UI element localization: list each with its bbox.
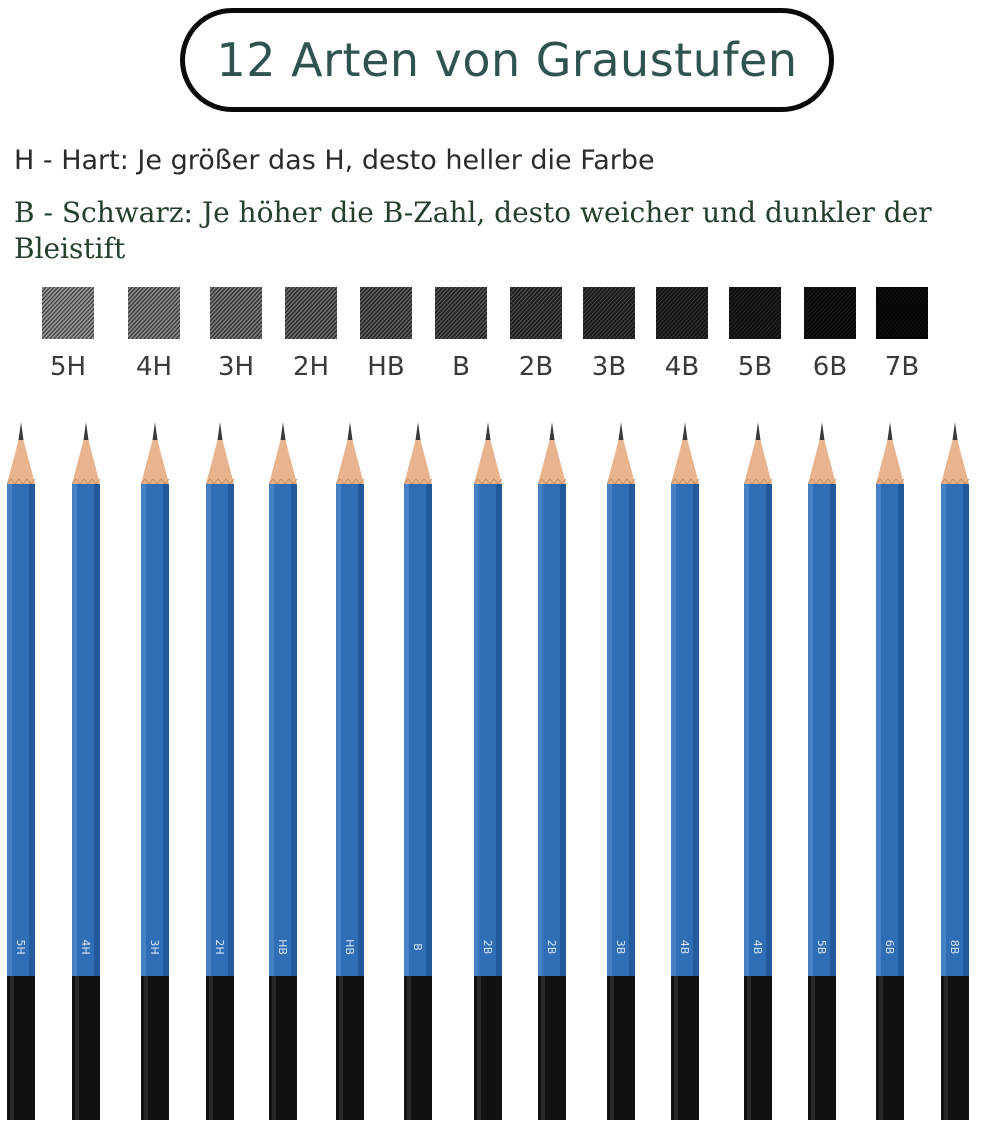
shade-swatch — [360, 287, 412, 339]
pencil-grade-imprint: 4H — [79, 939, 93, 955]
pencil: 3B — [606, 422, 636, 1120]
pencil: 2B — [537, 422, 567, 1120]
pencil-grade-imprint: HB — [276, 939, 290, 955]
pencil-grade-imprint: 2B — [481, 939, 495, 955]
grade-label: 4B — [664, 352, 700, 382]
soft-description: B - Schwarz: Je höher die B-Zahl, desto … — [14, 196, 932, 265]
pencil: 4B — [670, 422, 700, 1120]
pencil: HB — [268, 422, 298, 1120]
pencil-grade-imprint: 2H — [213, 939, 227, 955]
grade-label: 2H — [292, 352, 330, 382]
pencil-grade-imprint: B — [411, 943, 425, 951]
shade-swatch — [128, 287, 180, 339]
shade-swatch — [210, 287, 262, 339]
pencil-grade-imprint: 6B — [883, 939, 897, 955]
pencil-grade-imprint: 5H — [14, 939, 28, 955]
shade-swatch — [42, 287, 94, 339]
grade-label: HB — [367, 352, 405, 382]
hard-description: H - Hart: Je größer das H, desto heller … — [14, 145, 655, 176]
pencil: 2H — [205, 422, 235, 1120]
shade-swatch — [876, 287, 928, 339]
pencil-grade-imprint: 4B — [751, 939, 765, 955]
pencil-grade-imprint: 4B — [678, 939, 692, 955]
pencil: 3H — [140, 422, 170, 1120]
pencil: 2B — [473, 422, 503, 1120]
grade-label: 2B — [518, 352, 554, 382]
pencil-grade-imprint: 3H — [148, 939, 162, 955]
grade-label: 7B — [884, 352, 920, 382]
pencil: 5B — [807, 422, 837, 1120]
shade-swatch — [510, 287, 562, 339]
pencil-grade-imprint: 8B — [948, 939, 962, 955]
pencil: 4H — [71, 422, 101, 1120]
shade-swatch — [583, 287, 635, 339]
pencil: B — [403, 422, 433, 1120]
shade-swatch — [729, 287, 781, 339]
grade-label: 6B — [812, 352, 848, 382]
shade-swatch — [656, 287, 708, 339]
grade-label: 4H — [135, 352, 173, 382]
shade-swatch — [435, 287, 487, 339]
shade-swatch — [804, 287, 856, 339]
pencil: 4B — [743, 422, 773, 1120]
pencil-grade-imprint: 5B — [815, 939, 829, 955]
pencil: 8B — [940, 422, 970, 1120]
grade-label: 3B — [591, 352, 627, 382]
grade-label: 5B — [737, 352, 773, 382]
pencil-grade-imprint: 3B — [614, 939, 628, 955]
pencil-grade-imprint: HB — [343, 939, 357, 955]
pencil-grade-imprint: 2B — [545, 939, 559, 955]
grade-label: 5H — [49, 352, 87, 382]
grade-label: B — [452, 352, 470, 382]
grade-label: 3H — [217, 352, 255, 382]
shade-swatch — [285, 287, 337, 339]
page-title: 12 Arten von Graustufen — [216, 33, 798, 87]
pencil: HB — [335, 422, 365, 1120]
pencil: 5H — [6, 422, 36, 1120]
title-banner: 12 Arten von Graustufen — [180, 8, 834, 112]
pencil: 6B — [875, 422, 905, 1120]
